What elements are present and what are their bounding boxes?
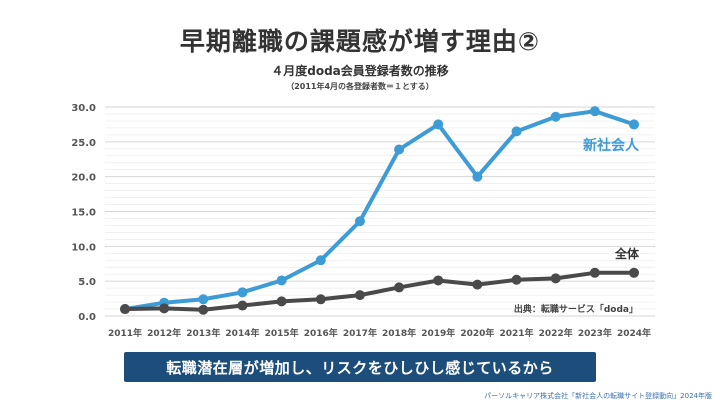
- x-tick-label: 2018年: [382, 327, 416, 339]
- x-tick-label: 2017年: [343, 327, 377, 339]
- x-tick-label: 2011年: [108, 327, 142, 339]
- data-point-new-graduates: [433, 119, 444, 130]
- data-point-all-members: [237, 300, 248, 311]
- data-point-all-members: [276, 296, 287, 307]
- series-line-new-graduates: [123, 109, 636, 312]
- data-point-all-members: [589, 267, 600, 278]
- source-credit: パーソルキャリア株式会社「新社会人の転職サイト登録動向」2024年版: [484, 392, 712, 400]
- data-point-new-graduates: [511, 126, 522, 137]
- x-tick-label: 2021年: [500, 327, 534, 339]
- y-tick-label: 20.0: [71, 173, 96, 184]
- gridlines: [105, 106, 655, 317]
- axes: 0.0 5.0 10.0 15.0 20.0 25.0 30.0 2011年 2012年 2013…: [71, 103, 651, 339]
- series-label-new-graduates: 新社会人: [583, 137, 640, 154]
- chart-title: ４月度doda会員登録者数の推移: [271, 64, 449, 78]
- data-point-all-members: [159, 303, 170, 314]
- data-point-all-members: [433, 275, 444, 286]
- data-point-all-members: [629, 267, 639, 278]
- x-tick-label: 2015年: [265, 327, 299, 339]
- x-tick-label: 2019年: [421, 327, 455, 339]
- y-tick-label: 5.0: [78, 277, 96, 288]
- x-tick-label: 2016年: [304, 327, 338, 339]
- data-point-new-graduates: [354, 216, 365, 227]
- y-tick-label: 15.0: [71, 208, 96, 219]
- x-tick-label: 2020年: [460, 327, 494, 339]
- banner-text: 転職潜在層が増加し、リスクをひしひし感じているから: [166, 358, 554, 377]
- x-tick-label: 2022年: [539, 327, 573, 339]
- series-lines: [120, 106, 639, 315]
- x-tick-label: 2012年: [147, 327, 181, 339]
- data-point-new-graduates: [198, 294, 209, 305]
- data-point-new-graduates: [589, 106, 600, 117]
- data-point-new-graduates: [276, 275, 287, 286]
- x-tick-label: 2013年: [186, 327, 220, 339]
- data-point-all-members: [198, 304, 209, 315]
- data-point-new-graduates: [394, 144, 405, 155]
- x-tick-label: 2024年: [617, 327, 651, 339]
- source-note: 出典：転職サービス「doda」: [514, 303, 638, 315]
- data-point-new-graduates: [550, 111, 561, 122]
- slide-title: 早期離職の課題感が増す理由②: [179, 27, 541, 56]
- data-point-all-members: [394, 282, 405, 293]
- x-tick-label: 2014年: [225, 327, 259, 339]
- conclusion-banner: 転職潜在層が増加し、リスクをひしひし感じているから: [124, 352, 596, 382]
- data-point-all-members: [472, 279, 483, 290]
- y-tick-label: 10.0: [71, 242, 96, 253]
- data-point-new-graduates: [629, 119, 639, 130]
- y-tick-label: 30.0: [71, 103, 96, 114]
- data-point-all-members: [315, 294, 326, 305]
- series-label-all-members: 全体: [614, 246, 640, 261]
- data-point-new-graduates: [237, 287, 248, 298]
- data-point-new-graduates: [315, 255, 326, 266]
- data-point-all-members: [511, 274, 522, 285]
- data-point-all-members: [550, 273, 561, 284]
- data-point-new-graduates: [472, 171, 483, 182]
- x-tick-label: 2023年: [578, 327, 612, 339]
- data-point-all-members: [120, 304, 130, 315]
- series-line-all-members: [123, 270, 636, 312]
- y-tick-label: 25.0: [71, 138, 96, 149]
- data-point-all-members: [354, 290, 365, 301]
- chart-subtitle: （2011年4月の各登録者数＝１とする）: [286, 82, 434, 91]
- y-tick-label: 0.0: [78, 312, 96, 323]
